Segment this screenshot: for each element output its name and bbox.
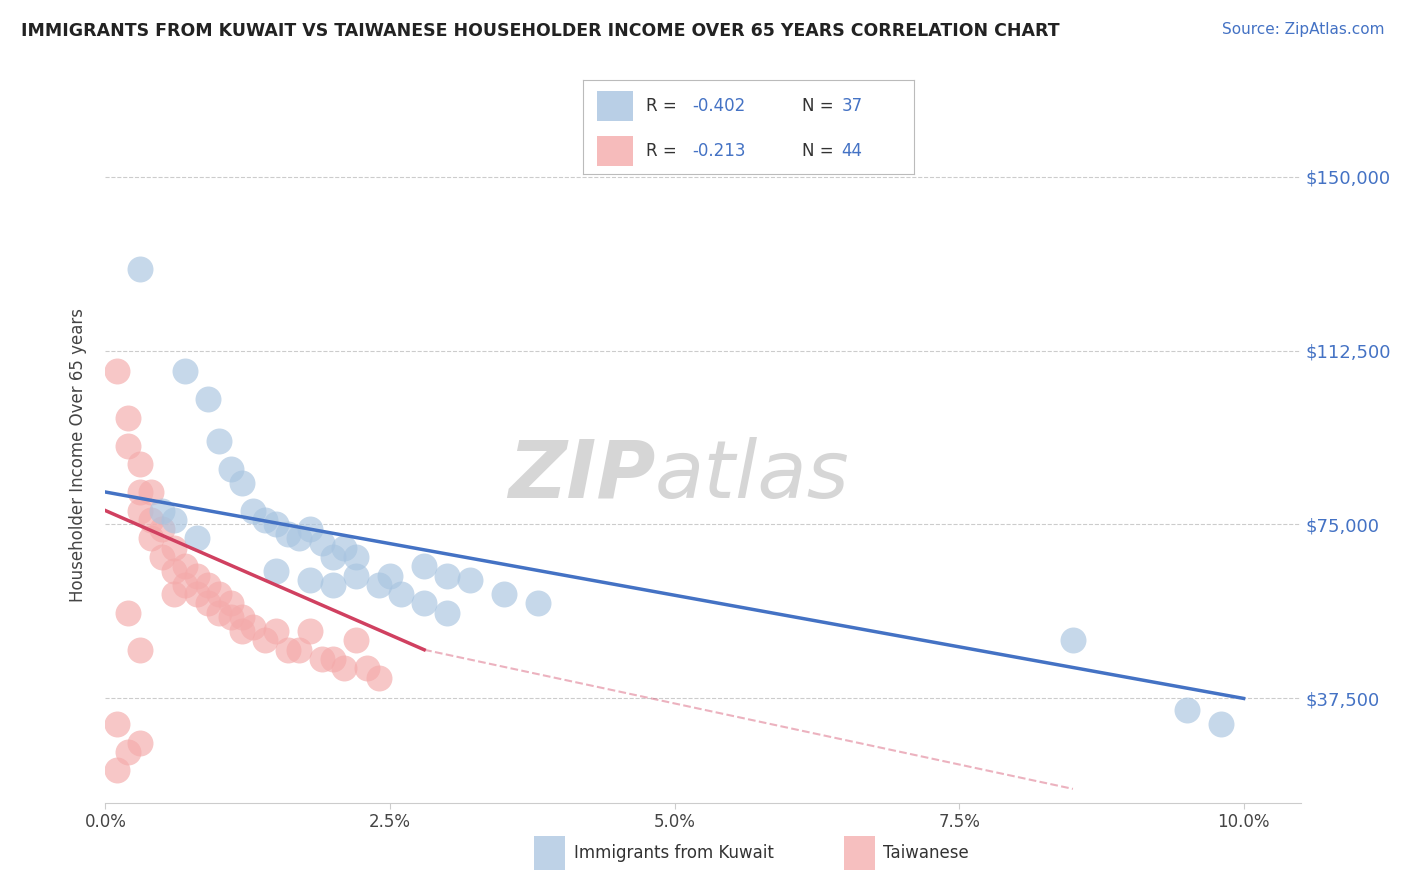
Point xyxy=(128,503,150,517)
Point xyxy=(128,262,150,277)
Point xyxy=(322,578,344,592)
Point xyxy=(277,526,299,541)
Point xyxy=(163,564,186,578)
Point xyxy=(253,513,276,527)
Point xyxy=(197,392,219,407)
Point xyxy=(288,532,311,546)
Point xyxy=(208,434,231,448)
Point xyxy=(458,573,481,587)
Point xyxy=(186,587,208,601)
Point xyxy=(197,596,219,610)
Text: R =: R = xyxy=(647,142,678,160)
Point xyxy=(105,764,128,778)
Text: ZIP: ZIP xyxy=(508,437,655,515)
Point xyxy=(333,661,356,675)
Point xyxy=(128,485,150,500)
Point xyxy=(288,642,311,657)
Point xyxy=(436,606,458,620)
Point xyxy=(231,624,253,639)
Point xyxy=(253,633,276,648)
Point xyxy=(231,610,253,624)
Point xyxy=(242,503,264,517)
Point xyxy=(264,624,287,639)
Point xyxy=(311,536,333,550)
Y-axis label: Householder Income Over 65 years: Householder Income Over 65 years xyxy=(69,308,87,602)
Point xyxy=(174,364,197,378)
Point xyxy=(186,532,208,546)
Text: Taiwanese: Taiwanese xyxy=(883,844,969,862)
Point xyxy=(139,532,162,546)
Point xyxy=(208,587,231,601)
Text: Source: ZipAtlas.com: Source: ZipAtlas.com xyxy=(1222,22,1385,37)
Text: N =: N = xyxy=(801,142,834,160)
Point xyxy=(105,364,128,378)
Point xyxy=(163,587,186,601)
Point xyxy=(299,522,322,536)
Point xyxy=(128,735,150,749)
Point xyxy=(117,606,139,620)
Point xyxy=(389,587,412,601)
Point xyxy=(367,578,389,592)
Point xyxy=(208,606,231,620)
Point xyxy=(527,596,550,610)
Text: Immigrants from Kuwait: Immigrants from Kuwait xyxy=(574,844,773,862)
Point xyxy=(197,578,219,592)
Point xyxy=(128,642,150,657)
Bar xyxy=(596,136,633,166)
Point xyxy=(105,717,128,731)
Point xyxy=(219,610,242,624)
Point xyxy=(344,549,367,564)
Text: atlas: atlas xyxy=(655,437,851,515)
Point xyxy=(174,559,197,574)
Point xyxy=(163,513,186,527)
Point xyxy=(356,661,378,675)
Point xyxy=(413,596,436,610)
Point xyxy=(264,564,287,578)
Point xyxy=(311,652,333,666)
Point xyxy=(1062,633,1084,648)
Point xyxy=(333,541,356,555)
Point xyxy=(117,439,139,453)
Point xyxy=(150,522,173,536)
Point xyxy=(299,624,322,639)
Point xyxy=(378,568,401,582)
Point xyxy=(174,578,197,592)
Point xyxy=(322,549,344,564)
Bar xyxy=(596,91,633,120)
Text: -0.402: -0.402 xyxy=(693,96,745,114)
Point xyxy=(322,652,344,666)
Point xyxy=(163,541,186,555)
Point xyxy=(150,503,173,517)
Point xyxy=(219,462,242,476)
Point xyxy=(139,513,162,527)
Point xyxy=(231,475,253,490)
Point xyxy=(139,485,162,500)
Text: 44: 44 xyxy=(841,142,862,160)
Point xyxy=(219,596,242,610)
Point xyxy=(117,745,139,759)
Point xyxy=(1209,717,1232,731)
Point xyxy=(242,619,264,633)
Point xyxy=(367,671,389,685)
Text: N =: N = xyxy=(801,96,834,114)
Point xyxy=(1175,703,1198,717)
Point xyxy=(150,549,173,564)
Point xyxy=(492,587,515,601)
Point xyxy=(299,573,322,587)
Text: -0.213: -0.213 xyxy=(693,142,747,160)
Point xyxy=(264,517,287,532)
Point xyxy=(344,568,367,582)
Point xyxy=(117,410,139,425)
Text: IMMIGRANTS FROM KUWAIT VS TAIWANESE HOUSEHOLDER INCOME OVER 65 YEARS CORRELATION: IMMIGRANTS FROM KUWAIT VS TAIWANESE HOUS… xyxy=(21,22,1060,40)
Point xyxy=(413,559,436,574)
Point xyxy=(436,568,458,582)
Text: R =: R = xyxy=(647,96,678,114)
Point xyxy=(128,457,150,471)
Text: 37: 37 xyxy=(841,96,862,114)
Point xyxy=(277,642,299,657)
Point xyxy=(186,568,208,582)
Point xyxy=(344,633,367,648)
